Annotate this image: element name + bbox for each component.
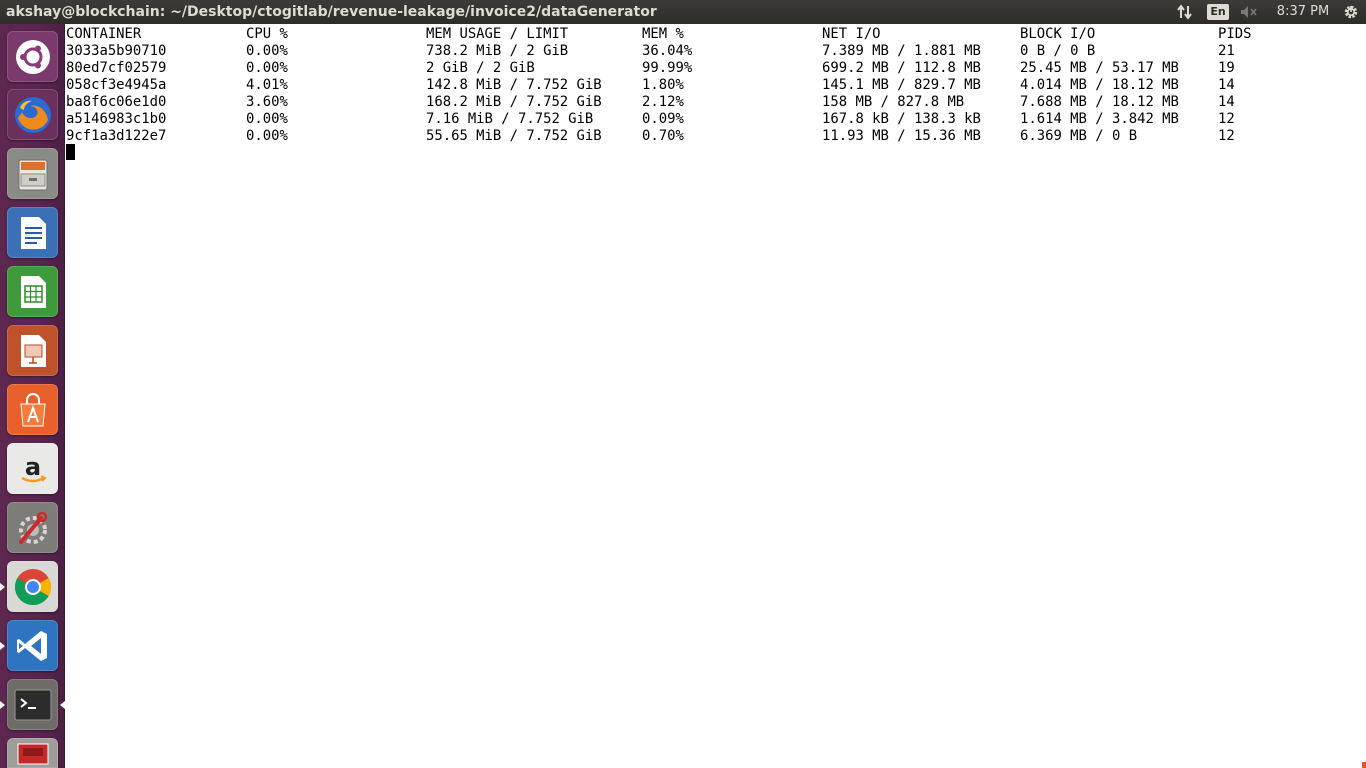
file-cabinet-icon — [13, 154, 53, 194]
pids: 12 — [1218, 111, 1235, 127]
network-updown-icon[interactable] — [1174, 0, 1196, 24]
window-title: akshay@blockchain: ~/Desktop/ctogitlab/r… — [6, 4, 657, 20]
mem-percent: 36.04% — [642, 43, 693, 59]
running-indicator — [0, 583, 5, 591]
keyboard-layout-icon[interactable]: En — [1207, 0, 1229, 24]
focused-indicator — [60, 701, 65, 709]
amazon-icon: a — [13, 449, 53, 489]
net-io: 158 MB / 827.8 MB — [822, 94, 965, 110]
mem-usage: 142.8 MiB / 7.752 GiB — [426, 77, 602, 93]
cpu-percent: 0.00% — [246, 128, 288, 144]
table-row: 058cf3e4945a 4.01% 142.8 MiB / 7.752 GiB… — [66, 77, 1235, 94]
header-cpu: CPU % — [246, 26, 288, 42]
mem-percent: 99.99% — [642, 60, 693, 76]
software-bag-icon — [13, 390, 53, 430]
header-container: CONTAINER — [66, 26, 142, 42]
cpu-percent: 0.00% — [246, 111, 288, 127]
mem-percent: 0.70% — [642, 128, 684, 144]
mem-percent: 0.09% — [642, 111, 684, 127]
session-gear-icon[interactable] — [1340, 0, 1362, 24]
terminal-window[interactable]: CONTAINER CPU % MEM USAGE / LIMIT MEM % … — [66, 24, 1366, 768]
net-io: 167.8 kB / 138.3 kB — [822, 111, 981, 127]
mem-percent: 1.80% — [642, 77, 684, 93]
chrome-icon — [12, 566, 54, 608]
text-cursor — [66, 144, 75, 160]
cpu-percent: 0.00% — [246, 60, 288, 76]
table-row: ba8f6c06e1d0 3.60% 168.2 MiB / 7.752 GiB… — [66, 94, 1235, 111]
launcher: a — [0, 24, 65, 768]
cpu-percent: 4.01% — [246, 77, 288, 93]
cpu-percent: 3.60% — [246, 94, 288, 110]
container-id: a5146983c1b0 — [66, 111, 167, 127]
calc-icon — [13, 272, 53, 312]
sound-muted-icon[interactable] — [1238, 0, 1260, 24]
mem-usage: 738.2 MiB / 2 GiB — [426, 43, 569, 59]
container-id: 058cf3e4945a — [66, 77, 167, 93]
container-id: ba8f6c06e1d0 — [66, 94, 167, 110]
table-row: a5146983c1b0 0.00% 7.16 MiB / 7.752 GiB … — [66, 111, 1235, 128]
settings-launcher[interactable] — [7, 502, 58, 553]
pids: 21 — [1218, 43, 1235, 59]
block-io: 0 B / 0 B — [1020, 43, 1096, 59]
impress-launcher[interactable] — [7, 325, 58, 376]
red-app-icon — [13, 740, 53, 766]
net-io: 7.389 MB / 1.881 MB — [822, 43, 981, 59]
mem-usage: 2 GiB / 2 GiB — [426, 60, 535, 76]
block-io: 4.014 MB / 18.12 MB — [1020, 77, 1179, 93]
impress-icon — [13, 331, 53, 371]
vscode-icon — [13, 626, 53, 666]
block-io: 1.614 MB / 3.842 MB — [1020, 111, 1179, 127]
mem-usage: 168.2 MiB / 7.752 GiB — [426, 94, 602, 110]
table-row: 80ed7cf02579 0.00% 2 GiB / 2 GiB 99.99% … — [66, 60, 1235, 77]
header-row: CONTAINER CPU % MEM USAGE / LIMIT MEM % … — [66, 26, 1251, 43]
table-row: 9cf1a3d122e7 0.00% 55.65 MiB / 7.752 GiB… — [66, 128, 1235, 145]
pids: 14 — [1218, 94, 1235, 110]
files-launcher[interactable] — [7, 148, 58, 199]
mem-usage: 7.16 MiB / 7.752 GiB — [426, 111, 594, 127]
header-block-io: BLOCK I/O — [1020, 26, 1096, 42]
net-io: 11.93 MB / 15.36 MB — [822, 128, 981, 144]
ubuntu-logo-icon — [13, 37, 53, 77]
chrome-launcher[interactable] — [0, 561, 58, 612]
scroll-indicator[interactable] — [1362, 762, 1366, 768]
firefox-launcher[interactable] — [7, 89, 58, 140]
writer-icon — [13, 213, 53, 253]
terminal-icon — [12, 685, 54, 725]
calc-launcher[interactable] — [7, 266, 58, 317]
container-id: 80ed7cf02579 — [66, 60, 167, 76]
block-io: 6.369 MB / 0 B — [1020, 128, 1138, 144]
container-id: 3033a5b90710 — [66, 43, 167, 59]
mem-usage: 55.65 MiB / 7.752 GiB — [426, 128, 602, 144]
running-indicator — [0, 701, 5, 709]
dash-home-button[interactable] — [7, 31, 58, 82]
clock[interactable]: 8:37 PM — [1276, 4, 1330, 19]
pids: 14 — [1218, 77, 1235, 93]
net-io: 145.1 MB / 829.7 MB — [822, 77, 981, 93]
vscode-launcher[interactable] — [0, 620, 58, 671]
header-net-io: NET I/O — [822, 26, 881, 42]
pids: 12 — [1218, 128, 1235, 144]
header-mem-pct: MEM % — [642, 26, 684, 42]
settings-wrench-icon — [13, 508, 53, 548]
writer-launcher[interactable] — [7, 207, 58, 258]
block-io: 7.688 MB / 18.12 MB — [1020, 94, 1179, 110]
block-io: 25.45 MB / 53.17 MB — [1020, 60, 1179, 76]
net-io: 699.2 MB / 112.8 MB — [822, 60, 981, 76]
keyboard-layout-label: En — [1207, 4, 1229, 20]
mem-percent: 2.12% — [642, 94, 684, 110]
cpu-percent: 0.00% — [246, 43, 288, 59]
terminal-launcher[interactable] — [0, 679, 65, 730]
pids: 19 — [1218, 60, 1235, 76]
container-id: 9cf1a3d122e7 — [66, 128, 167, 144]
table-row: 3033a5b90710 0.00% 738.2 MiB / 2 GiB 36.… — [66, 43, 1235, 60]
software-launcher[interactable] — [7, 384, 58, 435]
amazon-launcher[interactable]: a — [7, 443, 58, 494]
running-indicator — [0, 642, 5, 650]
svg-text:a: a — [24, 453, 40, 481]
header-pids: PIDS — [1218, 26, 1252, 42]
top-panel: akshay@blockchain: ~/Desktop/ctogitlab/r… — [0, 0, 1366, 24]
firefox-icon — [12, 94, 54, 136]
header-mem-usage: MEM USAGE / LIMIT — [426, 26, 569, 42]
red-app-launcher[interactable] — [7, 738, 58, 768]
